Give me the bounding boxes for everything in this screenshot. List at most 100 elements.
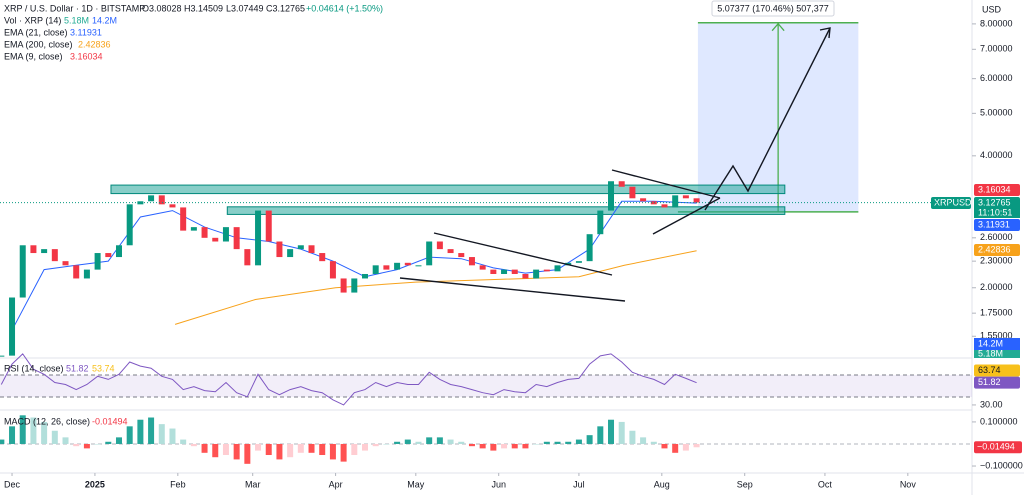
macd-bar: [0, 439, 5, 444]
ohlc-close: C3.12765: [266, 3, 305, 13]
x-tick-label: Feb: [170, 479, 186, 489]
macd-bar: [661, 443, 668, 449]
macd-bar: [543, 441, 550, 444]
candle-body: [501, 269, 508, 274]
ema-line: [174, 250, 697, 325]
candle-body: [94, 253, 101, 270]
macd-bar: [222, 443, 229, 456]
macd-bar: [265, 443, 272, 456]
macd-bar: [180, 439, 187, 444]
macd-bar: [276, 443, 283, 460]
macd-bar: [83, 443, 90, 449]
macd-bar: [522, 443, 529, 449]
candle-body: [447, 249, 454, 254]
macd-bar: [383, 443, 390, 445]
candle-body: [329, 261, 336, 279]
candle-body: [308, 245, 315, 254]
projection-arrow-head: [771, 22, 785, 32]
x-tick-label: Apr: [329, 479, 343, 489]
macd-bar: [575, 439, 582, 444]
candle-body: [265, 210, 272, 242]
macd-bar: [19, 415, 26, 444]
rsi-badge-label: 63.74: [978, 365, 1001, 375]
volume-badge-label: 14.2M: [978, 338, 1003, 348]
candle-body: [426, 241, 433, 266]
candle-body: [490, 269, 497, 274]
candle-body: [404, 262, 411, 266]
macd-bar: [287, 443, 294, 458]
candle-body: [233, 227, 240, 250]
macd-bar: [533, 443, 540, 445]
candle-body: [19, 245, 26, 298]
candle-body: [148, 195, 155, 202]
macd-bar: [436, 437, 443, 444]
x-tick-label: 2025: [85, 479, 105, 489]
macd-bar: [126, 426, 133, 444]
macd-bar: [650, 441, 657, 444]
macd-bar: [73, 443, 80, 447]
ohlc-open: O3.08028: [142, 3, 182, 13]
macd-bar: [297, 443, 304, 453]
rsi-band: [0, 375, 972, 397]
candle-body: [287, 249, 294, 258]
macd-bar: [682, 443, 689, 451]
macd-bar: [640, 437, 647, 444]
macd-bar: [597, 426, 604, 444]
candle-body: [319, 253, 326, 262]
candle-body: [222, 227, 229, 242]
macd-badge: [974, 441, 1022, 454]
macd-name: MACD (12, 26, close): [4, 416, 90, 426]
candle-body: [51, 249, 58, 262]
y-tick-label: 0.100000: [980, 416, 1018, 426]
y-tick-label: 2.60000: [980, 232, 1013, 242]
macd-bar: [404, 439, 411, 444]
macd-bar: [105, 441, 112, 444]
macd-badge-label: −0.01494: [977, 442, 1015, 452]
macd-bar: [201, 443, 208, 453]
macd-bar: [479, 443, 486, 449]
x-tick-label: Jun: [491, 479, 506, 489]
macd-bar: [672, 443, 679, 453]
x-tick-label: Mar: [245, 479, 261, 489]
candle-body: [9, 297, 16, 356]
rsi-badge-label: 51.82: [978, 377, 1001, 387]
indicator-name: Vol · XRP (14): [4, 15, 61, 25]
candle-body: [394, 262, 401, 270]
support-zone: [110, 184, 786, 195]
price-badge: [974, 244, 1020, 256]
candle-body: [0, 355, 5, 357]
projection-arrow: [704, 27, 831, 211]
candle-body: [73, 265, 80, 279]
candle-body: [661, 204, 668, 208]
price-badge-label: 3.16034: [978, 184, 1011, 194]
candle-body: [597, 210, 604, 235]
candle-body: [105, 253, 112, 258]
timer-badge: [974, 207, 1020, 218]
candle-body: [115, 245, 122, 258]
candle-body: [468, 257, 475, 266]
macd-bar: [329, 443, 336, 460]
candle-body: [244, 249, 251, 266]
ema-line: [11, 200, 697, 331]
ohlc-change: +0.04614 (+1.50%): [306, 3, 383, 13]
rsi-name: RSI (14, close): [4, 363, 64, 373]
triangle-line: [611, 169, 721, 199]
plot-layer: 5.07377 (170.46%) 507,377 USD 8.00000 7.000…: [0, 0, 1023, 489]
macd-bar: [693, 443, 700, 448]
price-badge-label: 2.42836: [978, 244, 1011, 254]
candle-body: [682, 195, 689, 199]
candle-body: [212, 237, 219, 242]
macd-bar: [608, 419, 615, 444]
ohlc-high: H3.14509: [184, 3, 223, 13]
macd-bar: [394, 441, 401, 444]
macd-bar: [501, 443, 508, 449]
macd-value: -0.01494: [92, 416, 128, 426]
macd-bar: [51, 430, 58, 444]
macd-bar: [468, 443, 475, 447]
macd-bar: [169, 428, 176, 444]
symbol-title: XRP / U.S. Dollar · 1D · BITSTAMP: [4, 3, 145, 13]
candle-body: [533, 269, 540, 279]
macd-bar: [244, 443, 251, 464]
indicator-value: 14.2M: [92, 15, 117, 25]
candle-body: [629, 186, 636, 199]
